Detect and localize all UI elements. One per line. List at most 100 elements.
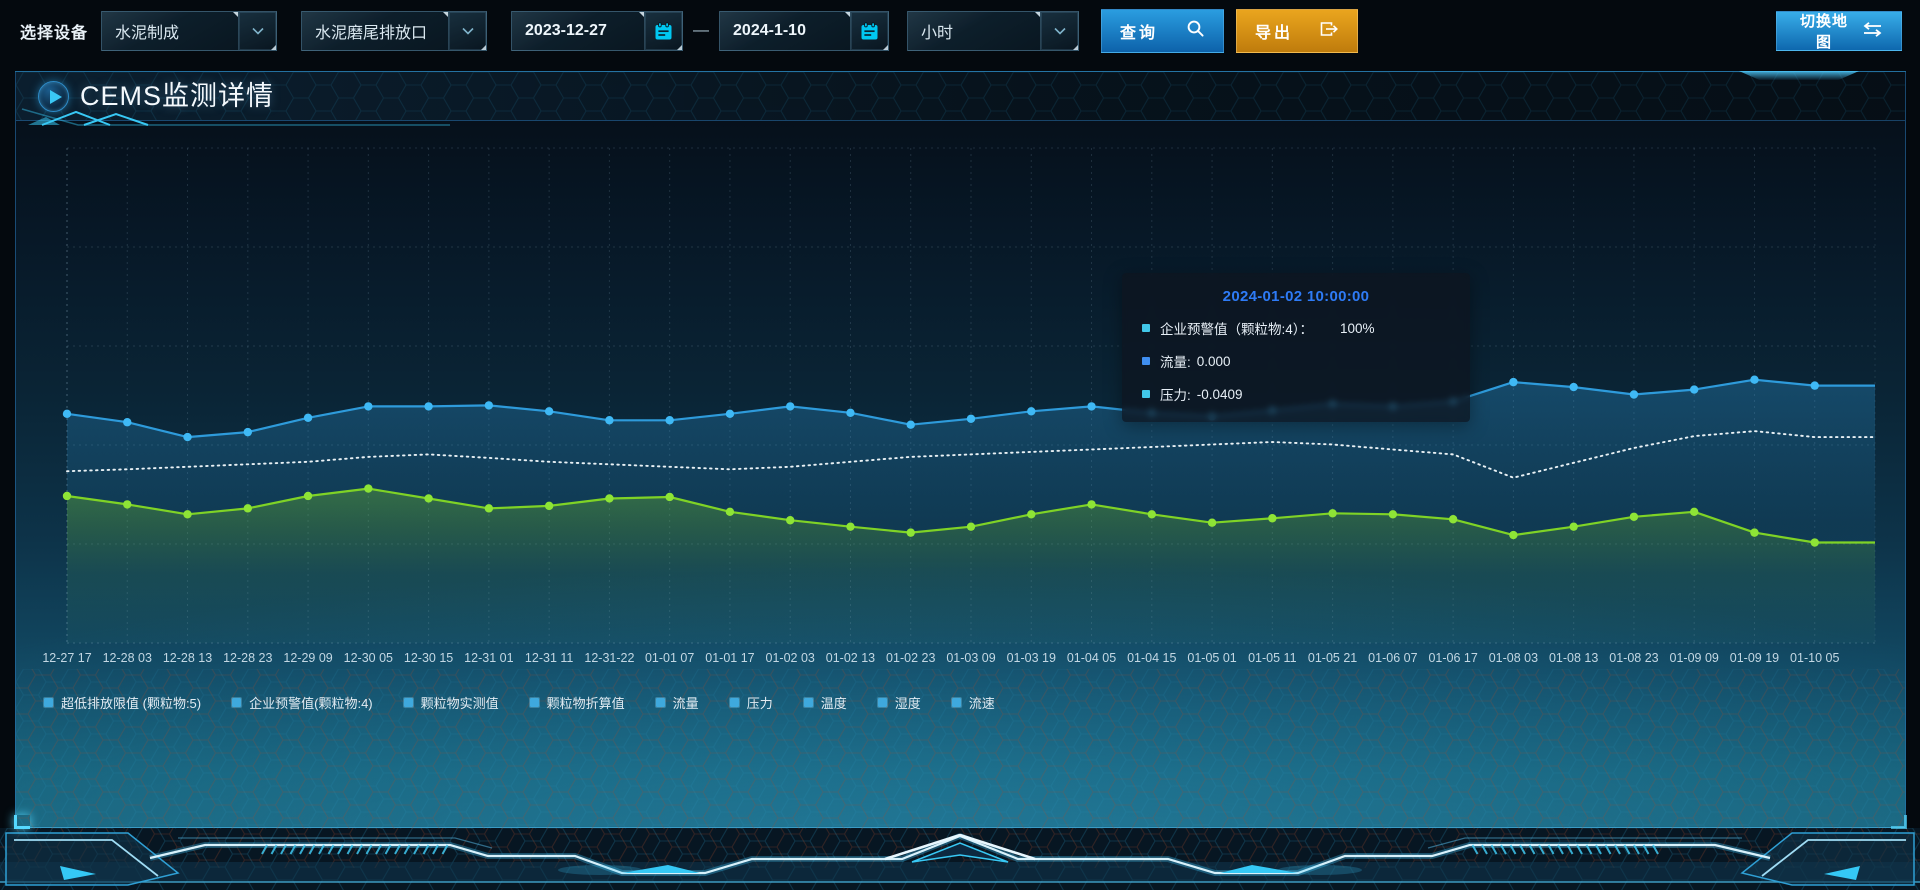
svg-text:12-30 15: 12-30 15 xyxy=(404,651,453,665)
device-select-value: 水泥制成 xyxy=(115,25,180,42)
interval-select-value: 小时 xyxy=(921,25,954,42)
tooltip-series-label: 企业预警值（颗粒物:4）： xyxy=(1160,322,1314,337)
chevron-down-icon[interactable] xyxy=(238,12,277,50)
legend-marker-icon xyxy=(402,697,414,708)
tooltip-series-marker xyxy=(1142,324,1150,332)
header-notch-decoration xyxy=(1739,71,1859,80)
tooltip-row: 流量: 0.000 xyxy=(1142,351,1450,371)
date-range-separator: — xyxy=(693,22,710,39)
svg-text:01-02 23: 01-02 23 xyxy=(886,651,935,665)
legend-label: 流量 xyxy=(672,696,699,711)
legend-marker-icon xyxy=(231,697,243,708)
legend-label: 超低排放限值 (颗粒物:5) xyxy=(61,696,202,711)
chevron-down-icon[interactable] xyxy=(448,12,487,50)
switch-map-button-label: 切换地图 xyxy=(1799,13,1848,51)
tooltip-rows: 企业预警值（颗粒物:4）： 100% 流量: 0.000 压力: -0.0409 xyxy=(1142,318,1450,404)
tooltip-series-value: -0.0409 xyxy=(1196,386,1243,402)
toolbar: 选择设备 水泥制成 水泥磨尾排放口 2023-12-27 xyxy=(0,0,1920,62)
chart-area: 12-27 17 12-28 03 12-28 13 12-28 23 12-29 09… xyxy=(16,121,1905,829)
legend-label: 流速 xyxy=(968,696,995,711)
tooltip-series-value: 0.000 xyxy=(1196,353,1231,369)
export-icon xyxy=(1319,20,1339,43)
legend-label: 温度 xyxy=(820,696,847,711)
legend-label: 企业预警值(颗粒物:4) xyxy=(249,696,373,711)
svg-text:01-08 13: 01-08 13 xyxy=(1549,651,1598,665)
end-date-field[interactable]: 2024-1-10 xyxy=(719,11,890,51)
calendar-icon[interactable] xyxy=(644,12,683,50)
legend-item[interactable]: 压力 xyxy=(728,693,773,712)
svg-text:01-03 19: 01-03 19 xyxy=(1007,651,1056,665)
svg-text:12-28 03: 12-28 03 xyxy=(103,651,152,665)
legend-marker-icon xyxy=(43,697,54,708)
svg-text:01-03 09: 01-03 09 xyxy=(946,651,995,665)
calendar-icon[interactable] xyxy=(850,12,889,50)
bottom-frame-decoration xyxy=(0,828,1920,890)
svg-text:01-05 21: 01-05 21 xyxy=(1308,651,1357,665)
svg-text:01-09 19: 01-09 19 xyxy=(1730,651,1779,665)
svg-text:12-31-22: 12-31-22 xyxy=(584,651,634,665)
svg-text:01-06 17: 01-06 17 xyxy=(1428,651,1477,665)
panel-header: CEMS监测详情 xyxy=(16,71,1905,126)
tooltip-series-value: 100% xyxy=(1340,320,1375,336)
svg-text:01-06 07: 01-06 07 xyxy=(1368,651,1417,665)
legend-item[interactable]: 超低排放限值 (颗粒物:5) xyxy=(43,693,202,712)
svg-text:01-04 15: 01-04 15 xyxy=(1127,651,1176,665)
legend-marker-icon xyxy=(950,697,962,708)
svg-text:12-31 01: 12-31 01 xyxy=(464,651,513,665)
svg-text:01-10 05: 01-10 05 xyxy=(1790,651,1839,665)
panel-corner-accent xyxy=(1891,815,1907,829)
svg-text:01-05 01: 01-05 01 xyxy=(1187,651,1236,665)
start-date-value: 2023-12-27 xyxy=(525,22,607,39)
device-select-label: 选择设备 xyxy=(20,25,89,42)
svg-text:01-05 11: 01-05 11 xyxy=(1248,651,1296,665)
legend-marker-icon xyxy=(728,697,740,708)
outlet-select-value: 水泥磨尾排放口 xyxy=(315,25,428,42)
export-button[interactable]: 导出 xyxy=(1236,9,1359,53)
tooltip-series-marker xyxy=(1142,357,1150,365)
tooltip-row: 压力: -0.0409 xyxy=(1142,384,1450,404)
legend-item[interactable]: 温度 xyxy=(802,693,847,712)
search-icon xyxy=(1186,19,1205,43)
legend-item[interactable]: 流速 xyxy=(950,693,995,712)
svg-text:01-01 07: 01-01 07 xyxy=(645,651,694,665)
query-button[interactable]: 查询 xyxy=(1101,9,1225,53)
svg-text:12-28 23: 12-28 23 xyxy=(223,651,272,665)
chart-tooltip: 2024-01-02 10:00:00 企业预警值（颗粒物:4）： 100% 流量:… xyxy=(1122,273,1470,422)
legend-label: 湿度 xyxy=(894,696,921,711)
legend-label: 颗粒物实测值 xyxy=(420,696,499,711)
legend-item[interactable]: 颗粒物实测值 xyxy=(402,693,499,712)
interval-select[interactable]: 小时 xyxy=(907,11,1080,51)
svg-text:12-28 13: 12-28 13 xyxy=(163,651,212,665)
cems-line-chart[interactable]: 12-27 17 12-28 03 12-28 13 12-28 23 12-29 09… xyxy=(16,121,1905,681)
legend-marker-icon xyxy=(876,697,888,708)
tooltip-series-marker xyxy=(1142,390,1150,398)
legend-item[interactable]: 湿度 xyxy=(876,693,921,712)
legend-label: 压力 xyxy=(746,696,773,711)
svg-text:01-08 03: 01-08 03 xyxy=(1489,651,1538,665)
legend-item[interactable]: 流量 xyxy=(654,693,699,712)
svg-text:12-27 17: 12-27 17 xyxy=(42,651,91,665)
svg-text:01-09 09: 01-09 09 xyxy=(1670,651,1719,665)
svg-text:12-31 11: 12-31 11 xyxy=(525,651,573,665)
switch-map-button[interactable]: 切换地图 xyxy=(1776,11,1902,51)
header-zigzag-decoration xyxy=(21,108,450,126)
legend-item[interactable]: 颗粒物折算值 xyxy=(528,693,625,712)
swap-arrows-icon xyxy=(1862,21,1883,41)
device-select[interactable]: 水泥制成 xyxy=(101,11,278,51)
tooltip-row: 企业预警值（颗粒物:4）： 100% xyxy=(1142,318,1450,338)
panel-corner-accent xyxy=(14,815,30,829)
svg-text:12-30 05: 12-30 05 xyxy=(344,651,393,665)
tooltip-series-label: 压力: xyxy=(1160,388,1191,403)
outlet-select[interactable]: 水泥磨尾排放口 xyxy=(301,11,488,51)
cems-panel: CEMS监测详情 12-27 17 12-28 03 12-28 13 12-28 2… xyxy=(14,71,1907,829)
start-date-field[interactable]: 2023-12-27 xyxy=(511,11,684,51)
legend-item[interactable]: 企业预警值(颗粒物:4) xyxy=(231,693,373,712)
svg-text:01-01 17: 01-01 17 xyxy=(705,651,754,665)
svg-text:01-02 13: 01-02 13 xyxy=(826,651,875,665)
end-date-value: 2024-1-10 xyxy=(733,22,806,39)
tooltip-timestamp: 2024-01-02 10:00:00 xyxy=(1222,288,1370,305)
chevron-down-icon[interactable] xyxy=(1040,12,1079,50)
svg-text:01-08 23: 01-08 23 xyxy=(1609,651,1658,665)
legend-marker-icon xyxy=(802,697,814,708)
